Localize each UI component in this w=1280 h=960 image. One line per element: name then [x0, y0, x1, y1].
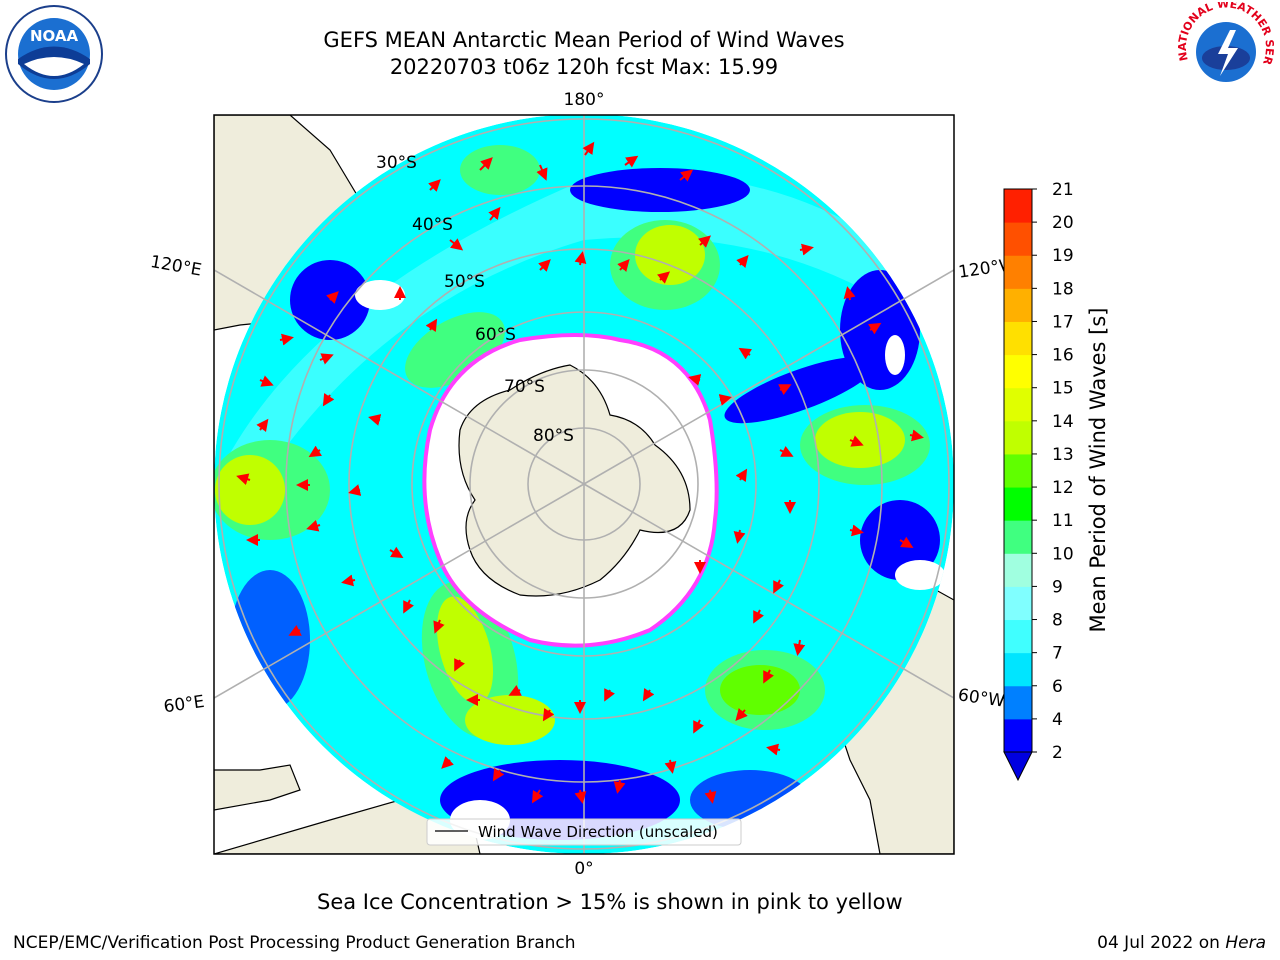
colorbar-swatch — [1004, 718, 1032, 753]
map-title: GEFS MEAN Antarctic Mean Period of Wind … — [323, 28, 845, 52]
map-area — [214, 115, 954, 854]
colorbar-outline — [1003, 188, 1033, 753]
colorbar-tick-label: 20 — [1052, 213, 1074, 233]
colorbar-tick-label: 12 — [1052, 478, 1074, 498]
colorbar-tick-label: 8 — [1052, 611, 1063, 631]
footer-date: 04 Jul 2022 on Hera — [1097, 933, 1266, 953]
footer-date-text: 04 Jul 2022 on — [1097, 933, 1226, 953]
colorbar-tick-label: 14 — [1052, 412, 1074, 432]
colorbar-swatch — [1004, 586, 1032, 621]
meridian-label-60e: 60°E — [162, 692, 205, 717]
colorbar-tick-label: 11 — [1052, 511, 1074, 531]
sea-ice-caption: Sea Ice Concentration > 15% is shown in … — [317, 890, 903, 914]
colorbar-swatch — [1004, 685, 1032, 720]
latitude-label-70s: 70°S — [504, 377, 545, 397]
colorbar-tick-label: 17 — [1052, 312, 1074, 332]
wind-wave-arrows — [236, 141, 924, 804]
footer-credit: NCEP/EMC/Verification Post Processing Pr… — [13, 933, 576, 953]
colorbar-swatch — [1004, 652, 1032, 687]
colorbar-swatch — [1004, 520, 1032, 554]
colorbar-swatch — [1004, 453, 1032, 488]
meridian-label-0: 0° — [574, 859, 593, 879]
colorbar-extend-arrow — [1003, 751, 1033, 782]
latitude-label-40s: 40°S — [412, 215, 453, 235]
colorbar-tick-label: 6 — [1052, 677, 1063, 697]
colorbar-swatch — [1004, 553, 1032, 587]
colorbar-swatch — [1004, 619, 1032, 654]
colorbar-swatch — [1004, 321, 1032, 356]
colorbar-tick-label: 15 — [1052, 379, 1074, 399]
noaa-logo: NOAA — [5, 5, 103, 103]
latitude-label-60s: 60°S — [475, 325, 516, 345]
graticule — [214, 115, 954, 854]
colorbar-tick-label: 9 — [1052, 577, 1063, 597]
map-legend: Wind Wave Direction (unscaled) — [426, 818, 742, 846]
map-subtitle: 20220703 t06z 120h fcst Max: 15.99 — [389, 55, 779, 79]
colorbar-swatch — [1004, 189, 1032, 223]
colorbar-tick-label: 13 — [1052, 445, 1074, 465]
latitude-label-80s: 80°S — [533, 426, 574, 446]
map-frame — [213, 114, 955, 855]
colorbar-swatch — [1004, 354, 1032, 389]
latitude-label-50s: 50°S — [444, 272, 485, 292]
colorbar-tick-label: 21 — [1052, 180, 1074, 200]
latitude-label-30s: 30°S — [376, 153, 417, 173]
colorbar-swatch — [1004, 255, 1032, 289]
colorbar-tick-label: 4 — [1052, 710, 1063, 730]
meridian-label-120e: 120°E — [149, 252, 203, 281]
footer-machine: Hera — [1225, 933, 1266, 953]
colorbar-tick-label: 18 — [1052, 279, 1074, 299]
colorbar-tick-label: 19 — [1052, 246, 1074, 266]
meridian-label-60w: 60°W — [957, 685, 1006, 711]
colorbar-tick-label: 7 — [1052, 644, 1063, 664]
colorbar-swatch — [1004, 387, 1032, 422]
colorbar-tick-label: 10 — [1052, 544, 1074, 564]
colorbar-swatch — [1004, 487, 1032, 521]
colorbar-swatch — [1004, 420, 1032, 455]
colorbar-tick-label: 2 — [1052, 743, 1063, 763]
meridian-label-180: 180° — [564, 90, 605, 110]
nws-logo: NATIONAL WEATHER SERVICE — [1174, 2, 1276, 99]
colorbar-swatch — [1004, 288, 1032, 322]
colorbar: 2 4 6 7 8 9 10 11 12 13 14 15 16 17 18 19 20 21 — [1003, 180, 1074, 782]
colorbar-swatch — [1004, 222, 1032, 256]
colorbar-tick-label: 16 — [1052, 346, 1074, 366]
noaa-logo-text: NOAA — [30, 27, 79, 45]
legend-label: Wind Wave Direction (unscaled) — [478, 823, 718, 841]
colorbar-label: Mean Period of Wind Waves [s] — [1086, 308, 1110, 633]
